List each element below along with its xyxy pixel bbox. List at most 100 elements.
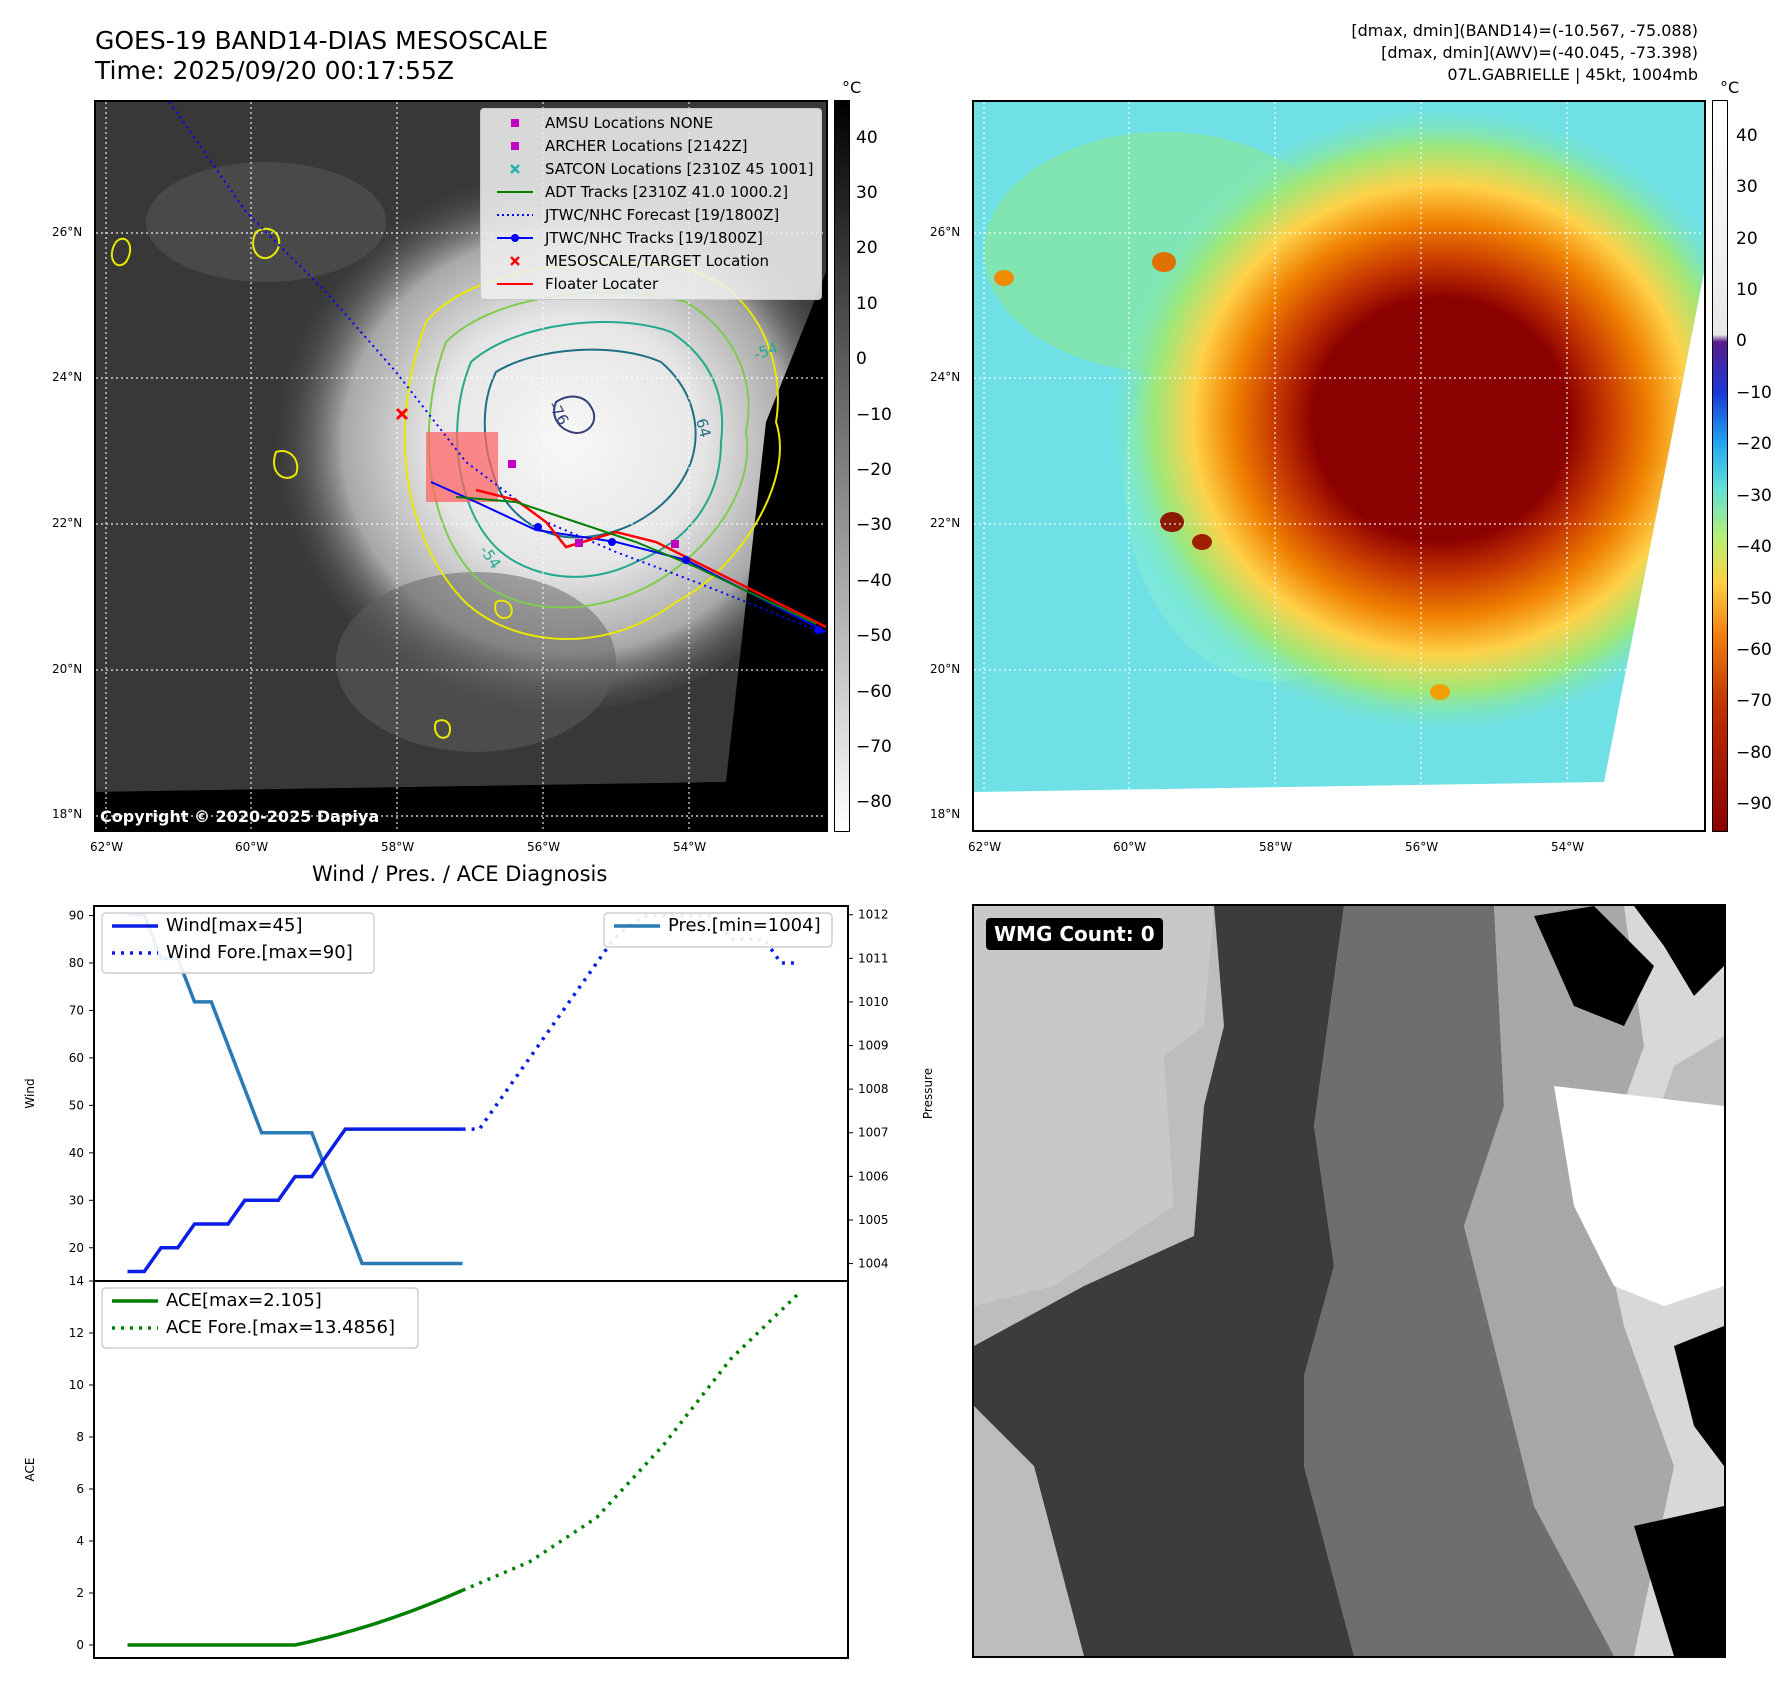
awv-map-panel: [972, 100, 1706, 832]
ace-ytick-label: 0: [76, 1638, 84, 1652]
ir-map-panel: -76 64 -54 -54 Copyright © 2020-2025 Dap…: [94, 100, 828, 832]
pressure-ytick-label: 1010: [858, 995, 889, 1009]
ace-frame: [93, 1280, 849, 1659]
longitude-label: 56°W: [527, 840, 561, 854]
ace-ytick-label: 6: [76, 1482, 84, 1496]
legend-item-amsu: AMSU Locations NONE: [495, 113, 713, 135]
latitude-label: 24°N: [930, 370, 961, 384]
colorbar-tick: 30: [856, 183, 878, 204]
target-marker: [395, 407, 409, 421]
wind-ytick-label: 90: [69, 908, 84, 922]
legend-item-target: MESOSCALE/TARGET Location: [495, 251, 769, 273]
gray-colorbar: [834, 100, 850, 832]
gray-colorbar-unit: °C: [842, 78, 862, 97]
wind-ytick-label: 60: [69, 1051, 84, 1065]
wind-legend: [101, 912, 375, 974]
colorbar-tick: −30: [1736, 485, 1772, 506]
pressure-ytick-label: 1009: [858, 1039, 889, 1053]
longitude-label: 60°W: [1113, 840, 1147, 854]
colorbar-tick: −10: [856, 404, 892, 425]
wind-axis-label: Wind: [23, 1078, 37, 1108]
colorbar-tick: −70: [856, 736, 892, 757]
archer-marker: [508, 460, 516, 468]
latitude-label: 24°N: [52, 370, 83, 384]
colorbar-tick: −20: [856, 460, 892, 480]
awv-range: [dmax, dmin](AWV)=(-40.045, -73.398): [1381, 43, 1698, 62]
ace-ytick-label: 10: [69, 1378, 84, 1392]
ace-forecast-series: [461, 1293, 799, 1592]
mesoscale-box: [426, 432, 498, 502]
pressure-ytick-label: 1004: [858, 1257, 889, 1271]
latitude-label: 26°N: [52, 225, 83, 239]
legend-label: ACE[max=2.105]: [166, 1290, 322, 1311]
colorbar-tick: −50: [856, 626, 892, 647]
green-line-icon: [495, 182, 535, 202]
colorbar-tick: −40: [856, 570, 892, 591]
ace-ytick-label: 4: [76, 1534, 84, 1548]
legend-item-forecast: JTWC/NHC Forecast [19/1800Z]: [495, 205, 779, 227]
red-line-icon: [495, 274, 535, 294]
latitude-label: 18°N: [52, 807, 83, 821]
colorbar-tick: −30: [856, 515, 892, 536]
copyright: Copyright © 2020-2025 Dapiya: [100, 807, 380, 826]
adt-track: [455, 496, 817, 625]
longitude-label: 54°W: [673, 840, 707, 854]
longitude-label: 56°W: [1405, 840, 1439, 854]
colorbar-tick: 30: [1736, 177, 1758, 198]
colorbar-tick: −90: [1736, 794, 1772, 815]
longitude-label: 58°W: [1259, 840, 1293, 854]
colorbar-tick: 10: [856, 293, 878, 314]
colorbar-tick: −80: [1736, 742, 1772, 763]
blue-dotted-line-icon: [495, 205, 535, 225]
colorbar-tick: −70: [1736, 691, 1772, 712]
ace-ytick-label: 2: [76, 1586, 84, 1600]
awv-gridlines: [974, 102, 1704, 830]
colorbar-tick: 20: [856, 238, 878, 259]
wind-series: [127, 1127, 463, 1274]
latitude-label: 22°N: [930, 516, 961, 530]
blue-dot-line-icon: [495, 228, 535, 248]
pressure-legend: [603, 912, 833, 948]
diagnosis-chart: 2030405060708090100410051006100710081009…: [23, 905, 935, 1659]
storm-info: 07L.GABRIELLE | 45kt, 1004mb: [1447, 65, 1698, 84]
latitude-label: 20°N: [930, 662, 961, 676]
color-colorbar: [1712, 100, 1728, 832]
colorbar-tick: −80: [856, 792, 892, 813]
legend-item-satcon: SATCON Locations [2310Z 45 1001]: [495, 159, 813, 181]
wind-ytick-label: 30: [69, 1193, 84, 1207]
legend-item-tracks: JTWC/NHC Tracks [19/1800Z]: [495, 228, 763, 250]
colorbar-tick: 40: [1736, 125, 1758, 146]
colorbar-tick: −50: [1736, 588, 1772, 609]
wmg-image: [974, 906, 1724, 1656]
ace-axis-label: ACE: [23, 1458, 37, 1482]
latitude-label: 22°N: [52, 516, 83, 530]
longitude-label: 60°W: [235, 840, 269, 854]
ace-ytick-label: 12: [69, 1326, 84, 1340]
cyan-x-icon: [495, 159, 535, 179]
archer-marker: [575, 539, 583, 547]
latitude-label: 18°N: [930, 807, 961, 821]
wmg-panel: WMG Count: 0: [972, 904, 1726, 1658]
figure-title: GOES-19 BAND14-DIAS MESOSCALE: [95, 26, 549, 55]
legend-label: Wind[max=45]: [166, 915, 303, 936]
ace-ytick-label: 14: [69, 1274, 84, 1288]
wind-ytick-label: 20: [69, 1241, 84, 1255]
colorbar-tick: 0: [856, 349, 867, 370]
band14-range: [dmax, dmin](BAND14)=(-10.567, -75.088): [1351, 21, 1698, 40]
wind-ytick-label: 40: [69, 1146, 84, 1160]
longitude-label: 62°W: [90, 840, 124, 854]
forecast-track: [168, 102, 826, 635]
wmg-count-badge: WMG Count: 0: [986, 918, 1163, 950]
pressure-ytick-label: 1005: [858, 1213, 889, 1227]
latitude-label: 20°N: [52, 662, 83, 676]
colorbar-tick: −40: [1736, 537, 1772, 558]
colorbar-tick: −60: [856, 681, 892, 702]
wind-ytick-label: 70: [69, 1003, 84, 1017]
ace-ytick-label: 8: [76, 1430, 84, 1444]
pressure-ytick-label: 1007: [858, 1126, 889, 1140]
diagnosis-title: Wind / Pres. / ACE Diagnosis: [312, 862, 608, 886]
longitude-label: 58°W: [381, 840, 415, 854]
colorbar-tick: −20: [1736, 434, 1772, 455]
magenta-square-icon: [495, 136, 535, 156]
pressure-ytick-label: 1011: [858, 951, 889, 965]
